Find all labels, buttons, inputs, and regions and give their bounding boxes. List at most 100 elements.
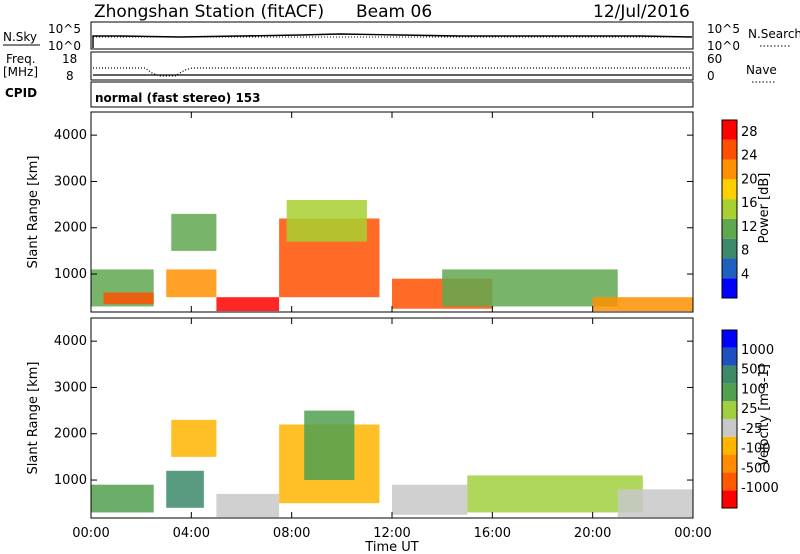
velocity-region-2 [171,419,217,457]
colorbar-segment [722,490,737,508]
nave-tick-high: 60 [707,52,722,66]
x-tick-label: 08:00 [273,526,310,541]
freq-panel-frame [90,51,694,81]
y-tick-label: 2000 [54,221,87,236]
nsky-series [92,33,693,48]
power-region-3 [171,213,217,251]
colorbar-segment [722,401,737,419]
velocity-region-0 [91,484,154,513]
freq-tick-low: 8 [66,69,74,83]
y-tick-label: 1000 [54,267,87,282]
colorbar-segment [722,330,737,348]
nsearch-label: N.Search [748,27,800,41]
beam-label: Beam 06 [356,2,432,22]
velocity-y-label: Slant Range [km] [26,362,41,475]
colorbar-segment [722,120,737,140]
colorbar-tick-label: -1000 [741,481,779,496]
y-tick-label: 2000 [54,427,87,442]
colorbar-segment [722,218,737,239]
colorbar-tick-label: -25 [741,422,762,437]
power-panel: 1000 2000 3000 4000 Slant Range [km] [26,111,694,313]
colorbar-tick-label: 24 [741,149,758,164]
colorbar-segment [722,159,737,180]
velocity-region-8 [617,489,693,518]
velocity-region-1 [166,470,204,508]
colorbar-tick-label: 100 [741,382,766,397]
colorbar-segment [722,436,737,455]
nsky-panel-frame [90,21,694,50]
colorbar-segment [722,365,737,384]
velocity-data-layer [91,410,693,518]
velocity-y-axis: 1000 2000 3000 4000 [54,334,693,488]
colorbar-tick-label: 20 [741,172,758,187]
velocity-panel: 1000 2000 3000 4000 Slant Range [km] [26,317,694,519]
power-region-4 [216,297,280,312]
freq-tick-high: 18 [62,52,77,66]
power-data-layer [91,199,693,312]
nsky-tick-high: 10^5 [48,22,81,36]
velocity-region-7 [467,475,643,513]
cpid-program: normal (fast stereo) 153 [95,91,261,105]
power-region-9 [592,297,693,312]
y-tick-label: 4000 [54,128,87,143]
nsky-tick-low: 10^0 [48,39,81,53]
x-tick-label: 12:00 [373,526,410,541]
velocity-region-6 [392,484,468,515]
colorbar-tick-label: 28 [741,125,758,140]
y-tick-label: 3000 [54,174,87,189]
nsky-label: N.Sky [3,30,37,44]
x-axis-label: Time UT [364,540,418,554]
nsearch-tick-high: 10^5 [707,22,740,36]
colorbar-segment [722,278,737,298]
colorbar-segment [722,199,737,219]
colorbar-frame [721,329,738,509]
time-axis: 00:00 04:00 08:00 12:00 16:00 20:00 00:00 [72,112,712,541]
colorbar-segment [722,383,737,402]
power-y-axis: 1000 2000 3000 4000 [54,128,693,282]
colorbar-frame [721,119,738,299]
power-region-8 [442,269,618,307]
colorbar-segment [722,258,737,279]
colorbar-tick-label: 1000 [741,343,774,358]
velocity-region-5 [304,410,355,481]
x-tick-label: 04:00 [173,526,210,541]
freq-unit-label: [MHz] [3,65,38,79]
station-title: Zhongshan Station (fitACF) [94,2,324,22]
power-colorbar: 4 8 12 16 20 24 28 Power [dB] [721,119,772,299]
colorbar-segment [722,139,737,160]
colorbar-segment [722,179,737,200]
nave-label: Nave [746,63,777,77]
velocity-colorbar-label: Velocity [m s-1] [757,364,772,466]
nave-tick-low: 0 [707,69,715,83]
cpid-label: CPID [5,86,37,100]
colorbar-tick-label: -100 [741,442,771,457]
y-tick-label: 1000 [54,473,87,488]
colorbar-tick-label: 12 [741,220,758,235]
colorbar-tick-label: 16 [741,196,758,211]
colorbar-tick-label: 500 [741,363,766,378]
colorbar-segment [722,238,737,259]
cpid-panel-frame [90,81,694,108]
x-tick-label: 16:00 [474,526,511,541]
power-region-1 [103,292,154,305]
date-label: 12/Jul/2016 [593,2,690,22]
freq-label: Freq. [6,52,36,66]
x-tick-label: 00:00 [674,526,711,541]
power-region-6 [286,199,367,242]
colorbar-segment [722,347,737,366]
colorbar-tick-label: 25 [741,402,758,417]
y-tick-label: 3000 [54,380,87,395]
x-tick-label: 20:00 [574,526,611,541]
power-colorbar-label: Power [dB] [757,173,772,244]
colorbar-segment [722,454,737,473]
y-tick-label: 4000 [54,334,87,349]
colorbar-tick-label: -500 [741,461,771,476]
velocity-colorbar: 1000 500 100 25 -25 -100 -500 -1000 Velocity [m… [721,329,779,509]
nsearch-tick-low: 10^0 [707,39,740,53]
power-y-label: Slant Range [km] [26,156,41,269]
velocity-region-3 [216,493,280,518]
colorbar-tick-label: 4 [741,267,749,282]
x-tick-label: 00:00 [72,526,109,541]
colorbar-tick-label: 8 [741,244,749,259]
